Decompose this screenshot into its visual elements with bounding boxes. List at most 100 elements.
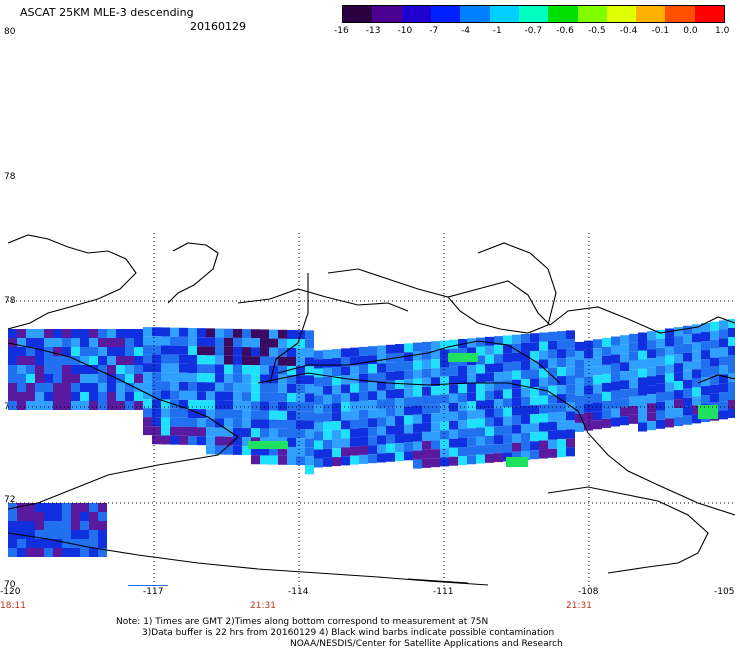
wind-pixel [503,389,512,399]
wind-pixel [332,385,341,395]
color-scale-label: 1.0 [715,26,730,36]
wind-pixel [134,347,143,356]
wind-pixel [440,394,449,404]
wind-pixel [17,521,26,530]
wind-pixel [584,367,593,377]
wind-pixel [161,426,170,436]
wind-pixel [692,333,701,343]
wind-pixel [215,328,224,338]
wind-pixel [269,338,278,348]
wind-pixel [503,380,512,390]
wind-pixel [566,411,575,421]
wind-pixel [71,539,80,548]
wind-pixel [206,355,215,365]
wind-pixel [80,401,89,410]
wind-pixel [584,349,593,359]
wind-pixel [359,355,368,365]
wind-pixel [224,409,233,419]
wind-pixel [530,387,539,397]
wind-pixel [197,391,206,401]
wind-pixel [305,420,314,430]
wind-pixel [656,383,665,393]
wind-pixel [449,429,458,439]
wind-pixel [53,401,62,410]
wind-pixel [602,364,611,374]
wind-pixel [26,512,35,521]
wind-pixel [665,400,674,410]
wind-pixel [53,548,62,557]
wind-pixel [584,421,593,431]
wind-pixel [278,374,287,384]
wind-pixel [296,429,305,439]
wind-pixel [143,399,152,409]
wind-pixel [179,381,188,391]
wind-pixel [629,414,638,424]
wind-pixel [305,375,314,385]
wind-pixel [674,363,683,373]
wind-pixel [413,405,422,415]
wind-pixel [296,420,305,430]
wind-pixel [674,327,683,337]
wind-pixel [458,339,467,348]
wind-pixel [296,447,305,457]
wind-pixel [350,446,359,456]
wind-pixel [710,339,719,349]
wind-pixel [152,399,161,409]
wind-pixel [98,365,107,374]
graticule [8,233,735,586]
wind-pixel [188,364,197,373]
wind-pixel [35,329,44,338]
wind-pixel [206,346,215,356]
wind-pixel [341,348,350,358]
wind-pixel [539,377,548,387]
wind-pixel [674,381,683,391]
wind-pixel [512,424,521,434]
wind-pixel [719,356,728,366]
wind-pixel [197,328,206,338]
wind-pixel [17,383,26,392]
wind-pixel [179,327,188,337]
wind-pixel [494,354,503,364]
wind-pixel [476,427,485,437]
wind-pixel [53,356,62,365]
wind-pixel [323,394,332,404]
wind-pixel [8,347,17,356]
wind-pixel [260,410,269,420]
wind-pixel [44,503,53,512]
wind-pixel [179,354,188,364]
wind-pixel [305,456,314,466]
wind-pixel [206,364,215,374]
wind-pixel [17,512,26,521]
wind-pixel [8,383,17,392]
wind-pixel [512,388,521,398]
wind-pixel [161,372,170,382]
wind-pixel [278,455,287,465]
wind-pixel [440,439,449,449]
wind-pixel [251,365,260,375]
wind-pixel [575,422,584,432]
wind-pixel [161,408,170,418]
wind-pixel [521,342,530,352]
wind-pixel [314,458,323,468]
wind-pixel [431,404,440,414]
wind-pixel [80,539,89,548]
wind-pixel [422,413,431,423]
wind-pixel [17,548,26,557]
wind-pixel [431,431,440,441]
wind-pixel [215,427,224,437]
wind-pixel [620,389,629,399]
wind-pixel [143,381,152,391]
wind-pixel [728,409,735,418]
wind-pixel [116,329,125,338]
wind-pixel [215,364,224,374]
wind-pixel [8,530,17,539]
wind-pixel [260,365,269,375]
wind-pixel [548,358,557,368]
wind-pixel [107,356,116,365]
wind-pixel [215,391,224,401]
wind-pixel [728,364,735,373]
wind-pixel [233,346,242,356]
wind-pixel [251,356,260,366]
color-scale-label: -1 [492,26,502,36]
wind-pixel [431,368,440,378]
